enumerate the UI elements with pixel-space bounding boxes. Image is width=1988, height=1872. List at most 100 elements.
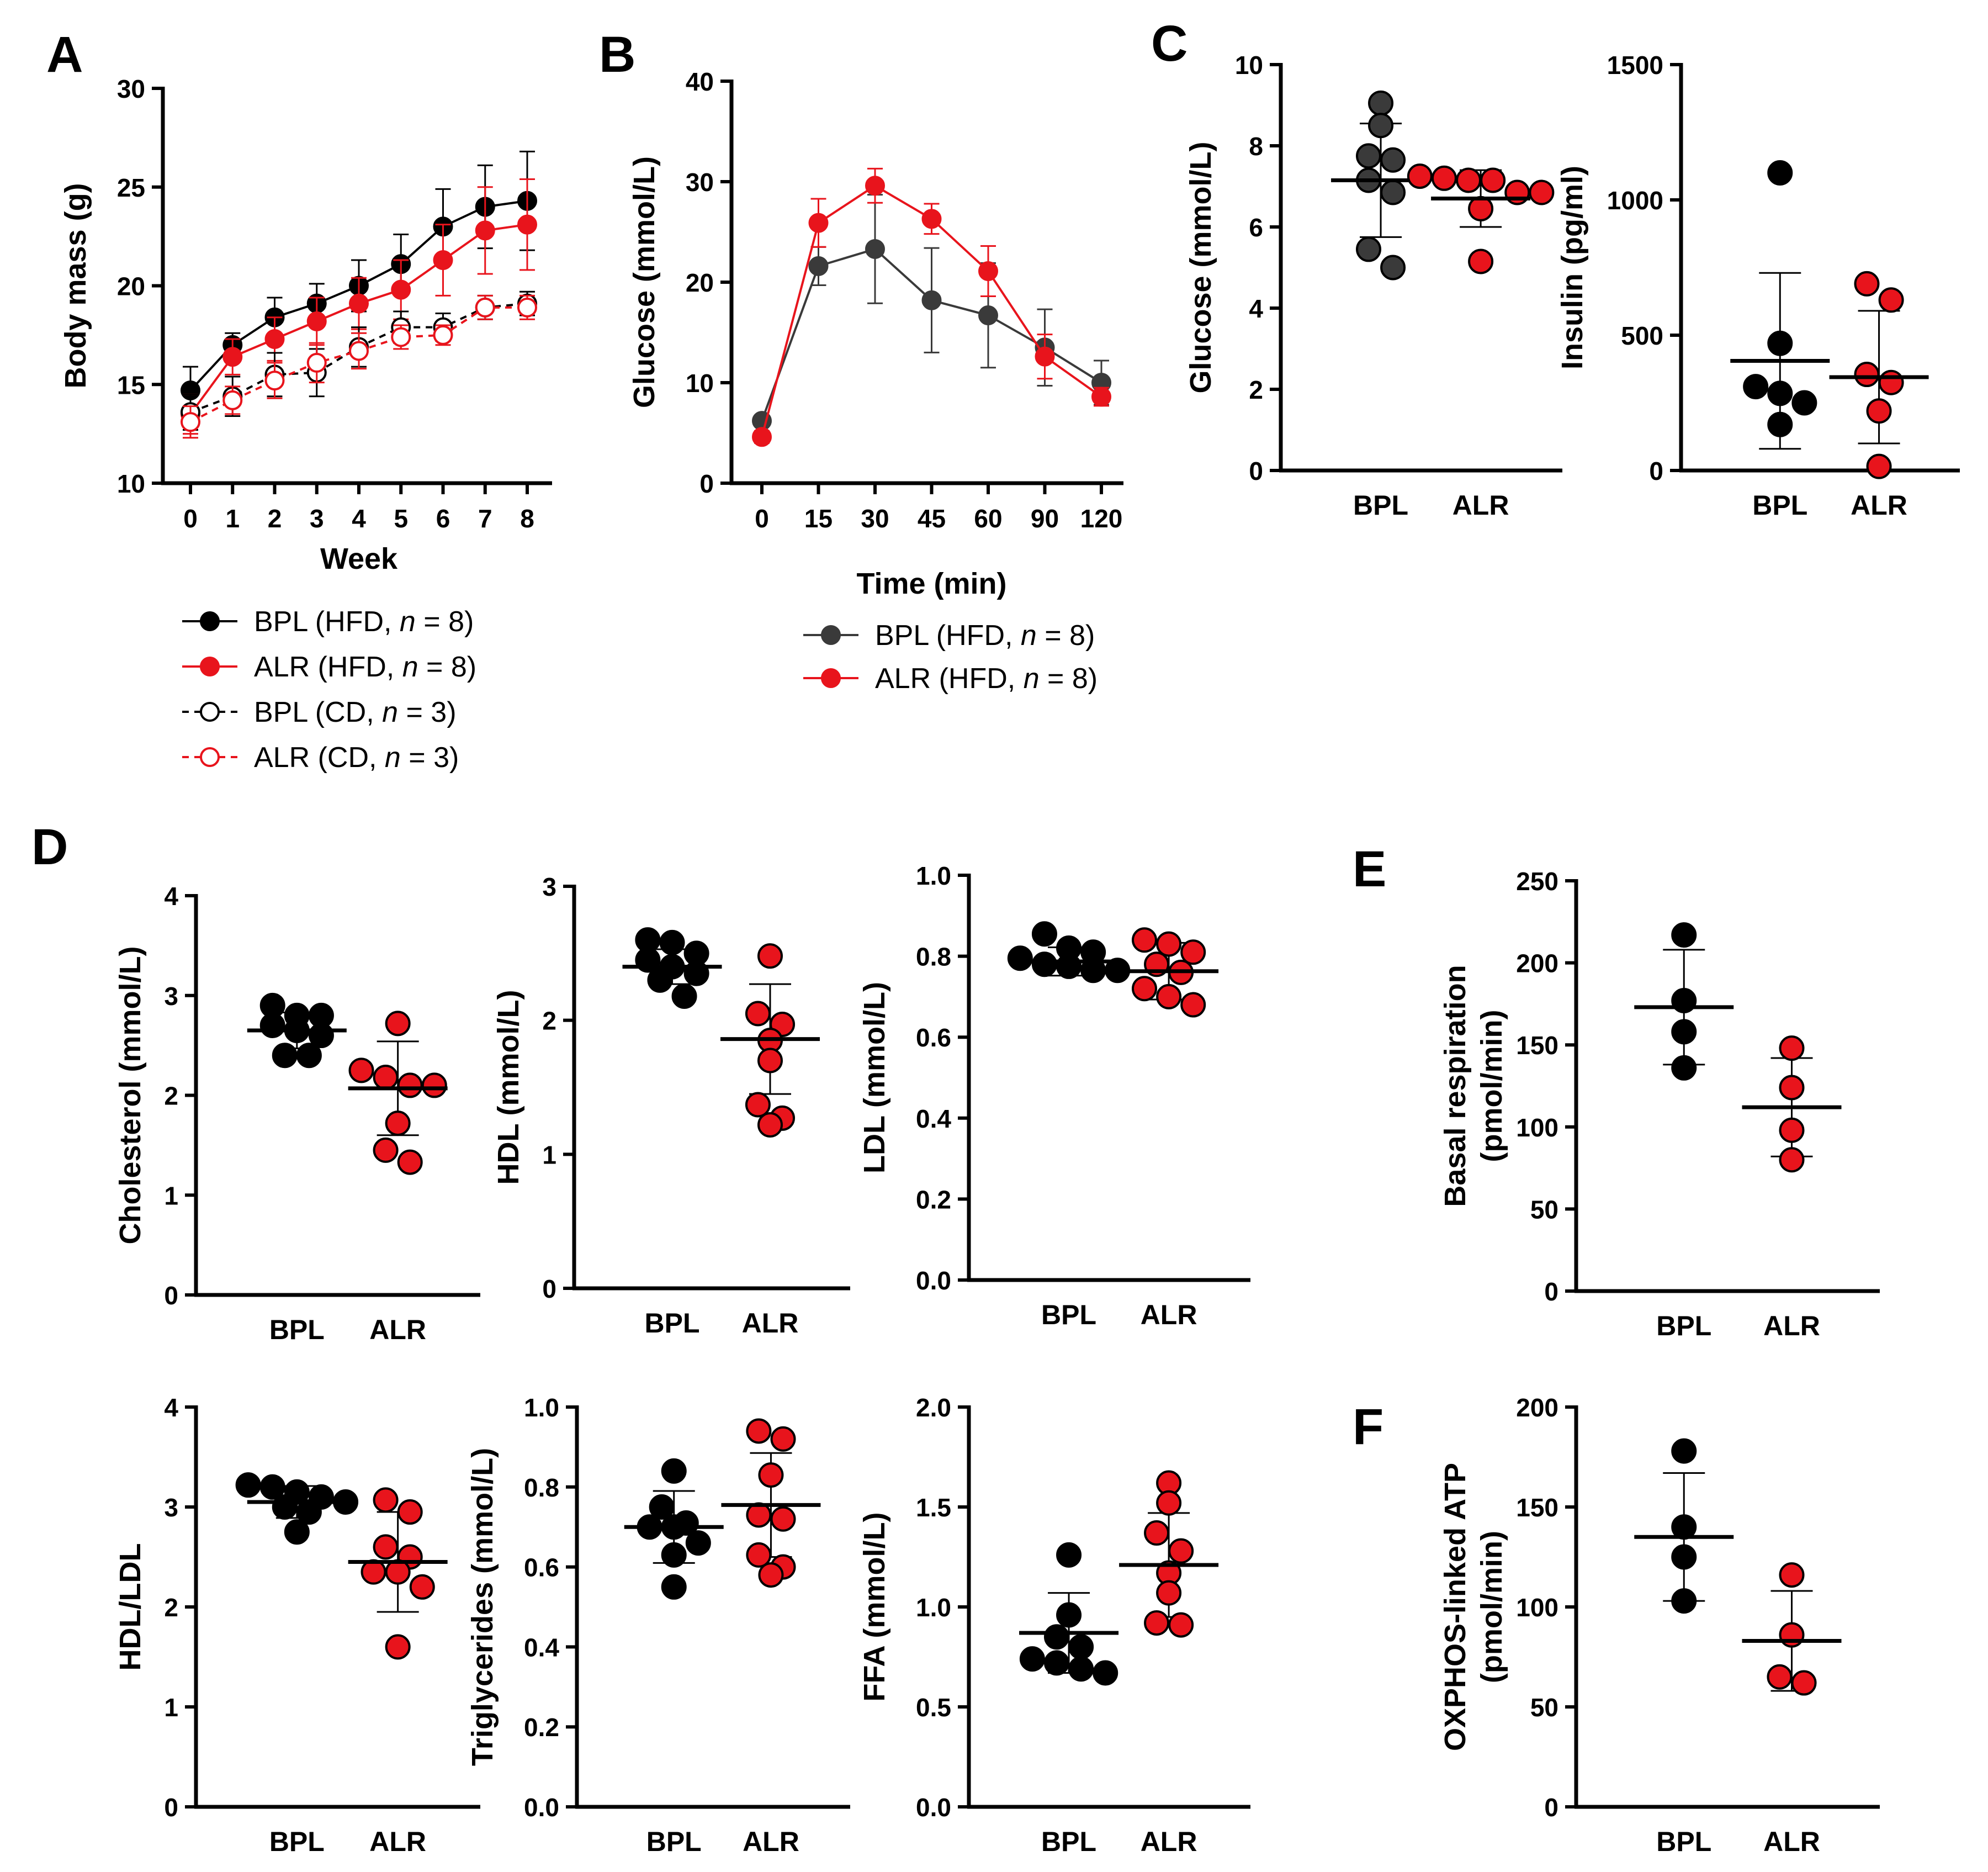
x-tick-label: BPL: [1353, 490, 1408, 521]
y-tick-label: 1.0: [916, 861, 951, 890]
data-point: [349, 293, 369, 314]
data-point: [1671, 1588, 1697, 1614]
x-tick-label: 6: [436, 504, 450, 533]
chart-C2: 0 500 1000 1500 BPL ALR Insulin (pg/ml): [1556, 51, 1960, 521]
data-point: [1671, 1055, 1697, 1081]
data-point: [1132, 927, 1157, 953]
y-tick-label: 3: [164, 1493, 178, 1522]
data-point: [264, 371, 285, 391]
data-point: [373, 1064, 399, 1090]
x-tick-label: 0: [755, 504, 769, 533]
data-point: [745, 1092, 771, 1118]
series-alr-hfd: [752, 167, 1111, 447]
series-alr-cd: [181, 294, 537, 439]
data-point: [1056, 1602, 1082, 1628]
chart-D5: 0.0 0.2 0.4 0.6 0.8 1.0 BPL ALR Triglycerides (m…: [466, 1393, 850, 1857]
y-axis-label: FFA (mmol/L): [858, 1513, 891, 1702]
data-point: [1368, 90, 1394, 116]
data-point: [1743, 374, 1769, 400]
group-alr: [1742, 1562, 1842, 1696]
data-point: [1767, 380, 1793, 406]
data-point: [1671, 922, 1697, 948]
x-tick-label: 30: [861, 504, 889, 533]
group-alr: [720, 943, 820, 1138]
panel-letter-F: F: [1353, 1399, 1383, 1455]
data-point: [1080, 958, 1106, 983]
x-tick-label: ALR: [1452, 490, 1509, 521]
data-point: [397, 1499, 423, 1525]
y-tick-label: 50: [1530, 1693, 1558, 1722]
legend-marker: [200, 611, 220, 631]
data-point: [397, 1149, 423, 1175]
legend-marker: [821, 625, 841, 645]
y-axis-label-units: (pmol/min): [1475, 1531, 1508, 1683]
y-tick-label: 0.0: [916, 1793, 951, 1822]
y-tick-label: 0.2: [524, 1713, 559, 1742]
group-bpl: [1019, 1542, 1119, 1686]
x-tick-label: 15: [804, 504, 833, 533]
data-point: [1156, 931, 1182, 957]
data-point: [757, 943, 783, 969]
data-point: [1156, 1580, 1182, 1606]
data-point: [1007, 945, 1033, 971]
data-point: [348, 1057, 374, 1083]
legend-marker: [821, 668, 841, 688]
group-alr: [1829, 271, 1929, 479]
y-tick-label: 1.0: [524, 1393, 559, 1422]
data-point: [1144, 1520, 1170, 1546]
data-point: [659, 929, 685, 955]
y-tick-label: 200: [1516, 949, 1558, 978]
data-point: [1431, 165, 1457, 191]
y-tick-label: 10: [686, 369, 714, 398]
y-tick-label: 1: [164, 1181, 178, 1210]
x-tick-label: BPL: [269, 1826, 325, 1857]
data-point: [1779, 1562, 1805, 1588]
data-point: [1068, 1634, 1094, 1660]
data-point: [661, 1458, 687, 1484]
data-point: [746, 1418, 772, 1444]
y-axis-label: Glucose (mmol/L): [628, 156, 661, 408]
y-tick-label: 150: [1516, 1031, 1558, 1060]
data-point: [1168, 1612, 1194, 1638]
x-tick-label: 1: [225, 504, 240, 533]
y-axis-label: Triglycerides (mmol/L): [466, 1448, 499, 1766]
x-tick-label: ALR: [742, 1308, 799, 1339]
data-point: [1529, 179, 1555, 205]
x-tick-label: 45: [918, 504, 946, 533]
data-point: [391, 327, 411, 347]
data-point: [1791, 390, 1817, 416]
y-axis-label: Insulin (pg/ml): [1556, 166, 1589, 369]
x-tick-label: BPL: [645, 1308, 700, 1339]
data-point: [1779, 1117, 1805, 1143]
data-point: [1779, 1147, 1805, 1173]
data-point: [475, 297, 495, 318]
x-tick-label: BPL: [1752, 490, 1807, 521]
y-tick-label: 1500: [1607, 51, 1663, 80]
legend-panel-a: BPL (HFD, n = 8) ALR (HFD, n = 8) BPL (CD,…: [182, 606, 476, 774]
x-tick-label: BPL: [646, 1826, 702, 1857]
x-tick-label: 4: [352, 504, 366, 533]
y-tick-label: 0.2: [916, 1185, 951, 1214]
data-point: [296, 1043, 322, 1069]
y-tick-label: 2: [1249, 376, 1263, 404]
x-tick-label: ALR: [1851, 490, 1907, 521]
legend-label: BPL (CD, n = 3): [254, 696, 457, 728]
data-point: [222, 347, 243, 367]
data-point: [770, 1426, 796, 1452]
data-point: [1779, 1075, 1805, 1101]
group-bpl: [247, 992, 347, 1069]
data-point: [1044, 1650, 1069, 1676]
data-point: [259, 1012, 285, 1038]
y-tick-label: 0: [164, 1793, 178, 1822]
data-point: [259, 1474, 285, 1500]
x-tick-label: 3: [310, 504, 324, 533]
data-point: [421, 1072, 447, 1098]
x-tick-label: ALR: [369, 1826, 426, 1857]
y-tick-label: 0.0: [524, 1793, 559, 1822]
x-tick-label: BPL: [1041, 1826, 1096, 1857]
y-axis-label: Cholesterol (mmol/L): [114, 946, 147, 1244]
data-point: [757, 1048, 783, 1074]
y-tick-label: 0.6: [524, 1553, 559, 1582]
y-tick-label: 25: [117, 173, 145, 202]
